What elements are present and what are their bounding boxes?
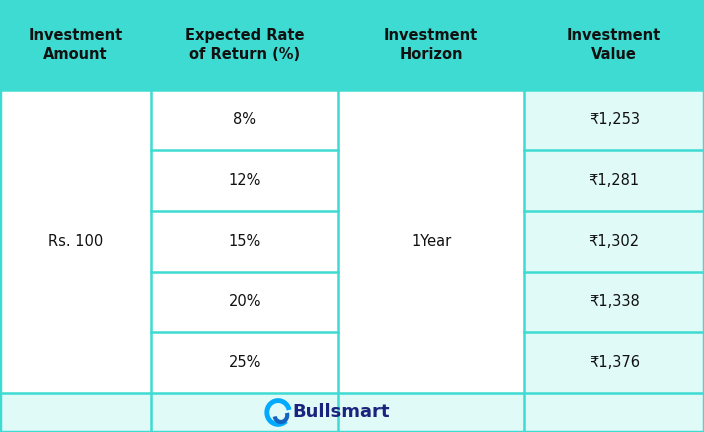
Bar — [151, 0, 338, 89]
Bar — [0, 393, 704, 432]
Bar — [524, 89, 704, 150]
Text: Investment
Horizon: Investment Horizon — [384, 28, 478, 62]
Text: ₹1,302: ₹1,302 — [589, 234, 640, 249]
Text: 1Year: 1Year — [411, 234, 451, 249]
Text: 25%: 25% — [229, 355, 260, 370]
Bar — [151, 211, 338, 272]
Bar — [338, 0, 524, 89]
Bar — [151, 332, 338, 393]
Bar — [338, 89, 524, 393]
Text: Investment
Amount: Investment Amount — [29, 28, 122, 62]
Text: 8%: 8% — [233, 112, 256, 127]
Bar — [524, 0, 704, 89]
Text: Expected Rate
of Return (%): Expected Rate of Return (%) — [185, 28, 304, 62]
Text: 12%: 12% — [229, 173, 260, 188]
Bar — [524, 211, 704, 272]
Text: ₹1,338: ₹1,338 — [589, 295, 640, 309]
Bar — [151, 150, 338, 211]
Text: Bullsmart: Bullsmart — [292, 403, 389, 422]
Text: 20%: 20% — [228, 295, 261, 309]
Text: Investment
Value: Investment Value — [567, 28, 661, 62]
Bar — [151, 272, 338, 332]
Text: 15%: 15% — [229, 234, 260, 249]
Text: ₹1,281: ₹1,281 — [589, 173, 640, 188]
Text: Rs. 100: Rs. 100 — [48, 234, 103, 249]
Bar — [0, 0, 151, 89]
Text: ₹1,376: ₹1,376 — [589, 355, 640, 370]
Bar — [524, 272, 704, 332]
Bar — [524, 332, 704, 393]
Text: ₹1,253: ₹1,253 — [589, 112, 640, 127]
Bar — [524, 150, 704, 211]
Bar — [0, 89, 151, 393]
Bar — [151, 89, 338, 150]
